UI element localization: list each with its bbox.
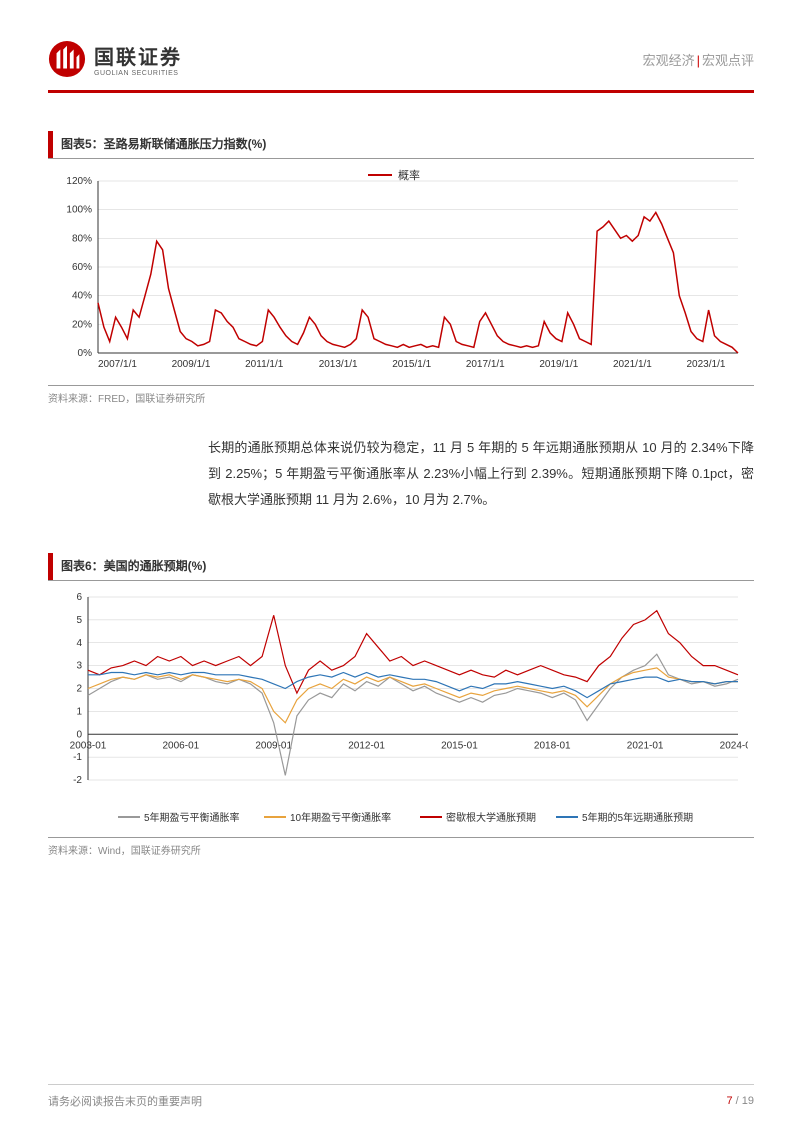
svg-text:120%: 120% [66,176,92,187]
svg-text:2007/1/1: 2007/1/1 [98,359,137,370]
chart-6-source: 资料来源：Wind，国联证券研究所 [48,837,754,857]
svg-text:60%: 60% [72,262,92,273]
body-paragraph: 长期的通胀预期总体来说仍较为稳定，11 月 5 年期的 5 年远期通胀预期从 1… [48,435,754,513]
svg-text:2013/1/1: 2013/1/1 [319,359,358,370]
chart-6-title-bar: 图表6：美国的通胀预期(%) [48,553,754,581]
svg-text:3: 3 [76,661,82,672]
svg-text:0%: 0% [78,348,93,359]
guolian-logo-icon [48,40,86,78]
svg-text:2021-01: 2021-01 [627,740,664,751]
logo-text-en: GUOLIAN SECURITIES [94,70,182,77]
svg-text:5: 5 [76,615,82,626]
svg-text:密歇根大学通胀预期: 密歇根大学通胀预期 [446,811,536,824]
chart-5-section: 图表5：圣路易斯联储通胀压力指数(%) 0% 20% 40% 60% 80% 100% 12… [48,131,754,405]
header-category-main: 宏观经济 [643,53,695,68]
chart-5-plot: 0% 20% 40% 60% 80% 100% 120% 2007/1/1 2009/1/1 20… [48,163,748,383]
svg-text:80%: 80% [72,233,92,244]
svg-text:2009/1/1: 2009/1/1 [172,359,211,370]
svg-text:概率: 概率 [398,168,420,182]
page-header: 国联证券 GUOLIAN SECURITIES 宏观经济|宏观点评 [48,40,754,78]
page-total: 19 [742,1095,754,1107]
header-category-sub: 宏观点评 [702,53,754,68]
chart-6-plot: -2 -1 0 1 2 3 4 5 6 2003-01 2006-01 2009-01 2012-01 2… [48,585,748,835]
chart-5-title: 图表5：圣路易斯联储通胀压力指数(%) [61,131,266,158]
page-footer: 请务必阅读报告末页的重要声明 7 / 19 [48,1084,754,1109]
svg-text:4: 4 [76,638,82,649]
header-category: 宏观经济|宏观点评 [643,50,754,69]
svg-text:2011/1/1: 2011/1/1 [245,359,284,370]
svg-text:2006-01: 2006-01 [163,740,200,751]
svg-text:2009-01: 2009-01 [255,740,292,751]
svg-text:10年期盈亏平衡通胀率: 10年期盈亏平衡通胀率 [290,811,391,824]
svg-text:1: 1 [76,706,82,717]
svg-text:6: 6 [76,592,82,603]
logo: 国联证券 GUOLIAN SECURITIES [48,40,182,78]
svg-text:-1: -1 [73,752,82,763]
svg-text:2015/1/1: 2015/1/1 [392,359,431,370]
logo-text-cn: 国联证券 [94,41,182,70]
chart-6-section: 图表6：美国的通胀预期(%) -2 -1 0 1 2 3 4 5 6 2003-01 2006-01… [48,553,754,857]
footer-pagination: 7 / 19 [726,1095,754,1107]
svg-text:5年期盈亏平衡通胀率: 5年期盈亏平衡通胀率 [144,811,240,824]
svg-text:2018-01: 2018-01 [534,740,571,751]
svg-text:-2: -2 [73,775,82,786]
svg-text:2012-01: 2012-01 [348,740,385,751]
svg-text:0: 0 [76,729,82,740]
svg-text:2024-01: 2024-01 [720,740,748,751]
svg-text:20%: 20% [72,319,92,330]
chart-title-accent [48,131,53,158]
svg-text:2003-01: 2003-01 [70,740,107,751]
svg-text:2019/1/1: 2019/1/1 [539,359,578,370]
svg-text:5年期的5年远期通胀预期: 5年期的5年远期通胀预期 [582,811,693,824]
chart-5-source: 资料来源：FRED，国联证券研究所 [48,385,754,405]
header-rule [48,90,754,93]
svg-text:2017/1/1: 2017/1/1 [466,359,505,370]
chart-6-title: 图表6：美国的通胀预期(%) [61,553,206,580]
header-separator: | [697,53,700,68]
footer-disclaimer: 请务必阅读报告末页的重要声明 [48,1093,202,1109]
svg-text:2021/1/1: 2021/1/1 [613,359,652,370]
chart-title-accent [48,553,53,580]
svg-text:100%: 100% [66,205,92,216]
svg-text:2015-01: 2015-01 [441,740,478,751]
svg-text:2023/1/1: 2023/1/1 [687,359,726,370]
chart-5-title-bar: 图表5：圣路易斯联储通胀压力指数(%) [48,131,754,159]
svg-text:2: 2 [76,684,82,695]
svg-text:40%: 40% [72,291,92,302]
